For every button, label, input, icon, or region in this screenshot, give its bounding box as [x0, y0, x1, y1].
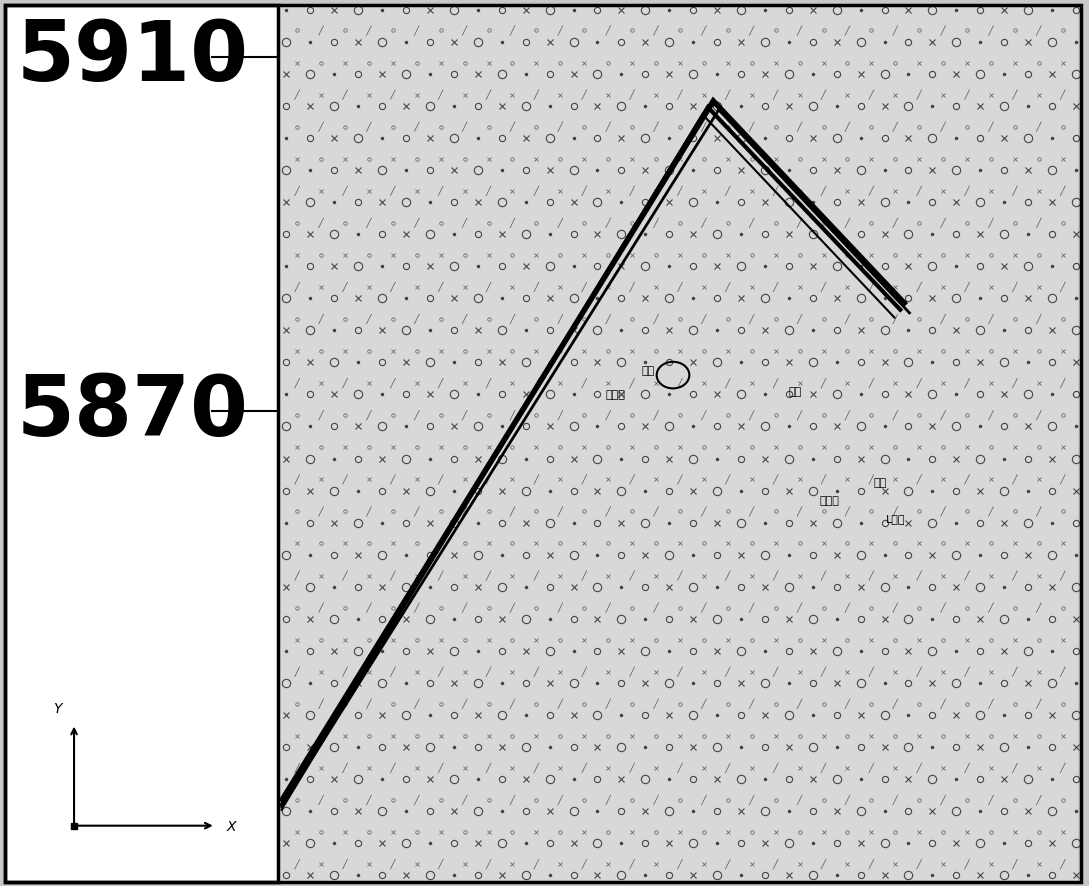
Text: X: X — [227, 819, 236, 833]
Text: 5870: 5870 — [16, 371, 248, 453]
Text: 船框: 船框 — [873, 477, 886, 487]
Bar — [5, 6, 278, 882]
Text: 块石: 块石 — [788, 386, 802, 397]
Text: 一快测: 一快测 — [820, 495, 840, 506]
Text: 快测: 快测 — [641, 365, 654, 376]
Text: Y: Y — [53, 701, 62, 715]
Text: 大无达: 大无达 — [605, 389, 625, 400]
Text: L拖船: L拖船 — [885, 513, 905, 524]
Text: 5910: 5910 — [16, 17, 248, 98]
Bar — [278, 6, 1078, 882]
